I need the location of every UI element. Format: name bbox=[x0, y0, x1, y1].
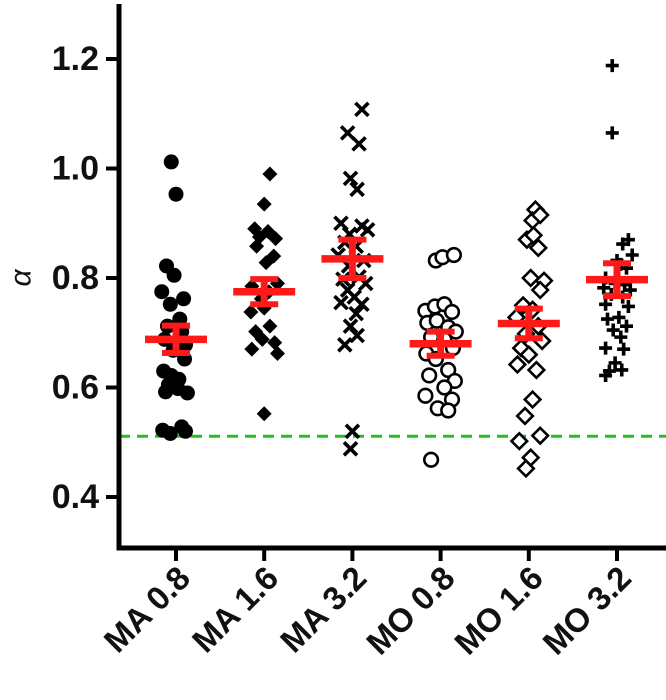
data-point bbox=[516, 458, 536, 479]
data-point bbox=[244, 341, 260, 357]
data-point bbox=[625, 248, 639, 262]
data-point bbox=[154, 284, 170, 300]
data-point bbox=[262, 318, 278, 334]
data-point bbox=[166, 267, 182, 283]
data-point bbox=[262, 166, 278, 182]
data-point bbox=[349, 181, 365, 198]
data-point bbox=[519, 345, 539, 365]
data-point bbox=[168, 186, 184, 202]
y-tick-label: 0.8 bbox=[52, 259, 99, 297]
data-point bbox=[597, 281, 611, 295]
data-point bbox=[615, 363, 629, 377]
data-point bbox=[349, 327, 365, 344]
data-point bbox=[530, 280, 550, 300]
data-point bbox=[162, 296, 178, 312]
data-point bbox=[509, 431, 529, 451]
data-point bbox=[339, 125, 356, 141]
data-point bbox=[337, 337, 353, 353]
data-point bbox=[530, 205, 550, 225]
data-point bbox=[344, 423, 361, 440]
data-point bbox=[359, 222, 376, 238]
data-point bbox=[270, 346, 285, 362]
data-point bbox=[599, 297, 613, 311]
data-point bbox=[342, 170, 359, 187]
data-point bbox=[436, 379, 453, 396]
data-point bbox=[421, 367, 438, 384]
data-point bbox=[608, 356, 622, 370]
data-point bbox=[254, 331, 270, 347]
data-point bbox=[179, 385, 195, 401]
data-point bbox=[251, 229, 267, 245]
data-point bbox=[617, 342, 631, 356]
data-point bbox=[268, 231, 284, 247]
data-point bbox=[599, 368, 613, 382]
data-point bbox=[354, 296, 370, 313]
data-point bbox=[445, 246, 463, 264]
data-point bbox=[621, 299, 635, 313]
data-point bbox=[342, 318, 359, 334]
data-point bbox=[620, 319, 633, 333]
x-tick-label: MA 3.2 bbox=[273, 559, 374, 660]
data-point bbox=[348, 305, 364, 322]
data-point bbox=[606, 323, 620, 337]
data-point bbox=[243, 304, 259, 320]
data-point bbox=[616, 237, 630, 251]
data-point bbox=[515, 406, 535, 426]
data-point bbox=[443, 303, 461, 321]
y-axis-title: α bbox=[5, 269, 38, 287]
data-point bbox=[162, 425, 178, 441]
data-point bbox=[417, 387, 434, 404]
data-point bbox=[158, 384, 174, 400]
x-tick-label: MO 0.8 bbox=[359, 559, 462, 662]
data-point bbox=[601, 312, 614, 326]
data-point bbox=[521, 268, 541, 288]
data-point bbox=[423, 451, 440, 468]
x-tick-label: MA 0.8 bbox=[97, 559, 198, 660]
data-point bbox=[599, 341, 613, 355]
data-point bbox=[354, 101, 370, 118]
data-point bbox=[247, 221, 263, 237]
y-tick-label: 1.2 bbox=[52, 40, 99, 78]
data-point bbox=[522, 389, 543, 410]
data-point bbox=[612, 310, 626, 324]
data-point bbox=[342, 441, 359, 457]
data-point bbox=[605, 59, 619, 73]
data-point bbox=[351, 136, 367, 152]
data-point bbox=[256, 196, 272, 212]
y-tick-label: 1.0 bbox=[52, 150, 99, 188]
data-point bbox=[176, 291, 192, 307]
data-point bbox=[614, 330, 628, 344]
data-point bbox=[267, 335, 283, 351]
data-point bbox=[440, 402, 457, 419]
data-point bbox=[163, 154, 179, 170]
data-point bbox=[526, 360, 547, 380]
data-point bbox=[333, 294, 349, 311]
y-tick-label: 0.6 bbox=[52, 369, 99, 407]
data-point bbox=[249, 238, 265, 254]
data-point bbox=[256, 406, 272, 422]
x-tick-label: MO 1.6 bbox=[447, 559, 550, 662]
y-tick-label: 0.4 bbox=[52, 478, 99, 516]
data-point bbox=[258, 255, 274, 271]
x-tick-label: MA 1.6 bbox=[185, 559, 286, 660]
x-tick-label: MO 3.2 bbox=[535, 559, 638, 662]
data-point bbox=[507, 354, 528, 375]
data-point bbox=[528, 238, 548, 258]
data-point bbox=[530, 426, 550, 446]
data-point bbox=[605, 126, 619, 140]
data-point bbox=[178, 423, 193, 439]
